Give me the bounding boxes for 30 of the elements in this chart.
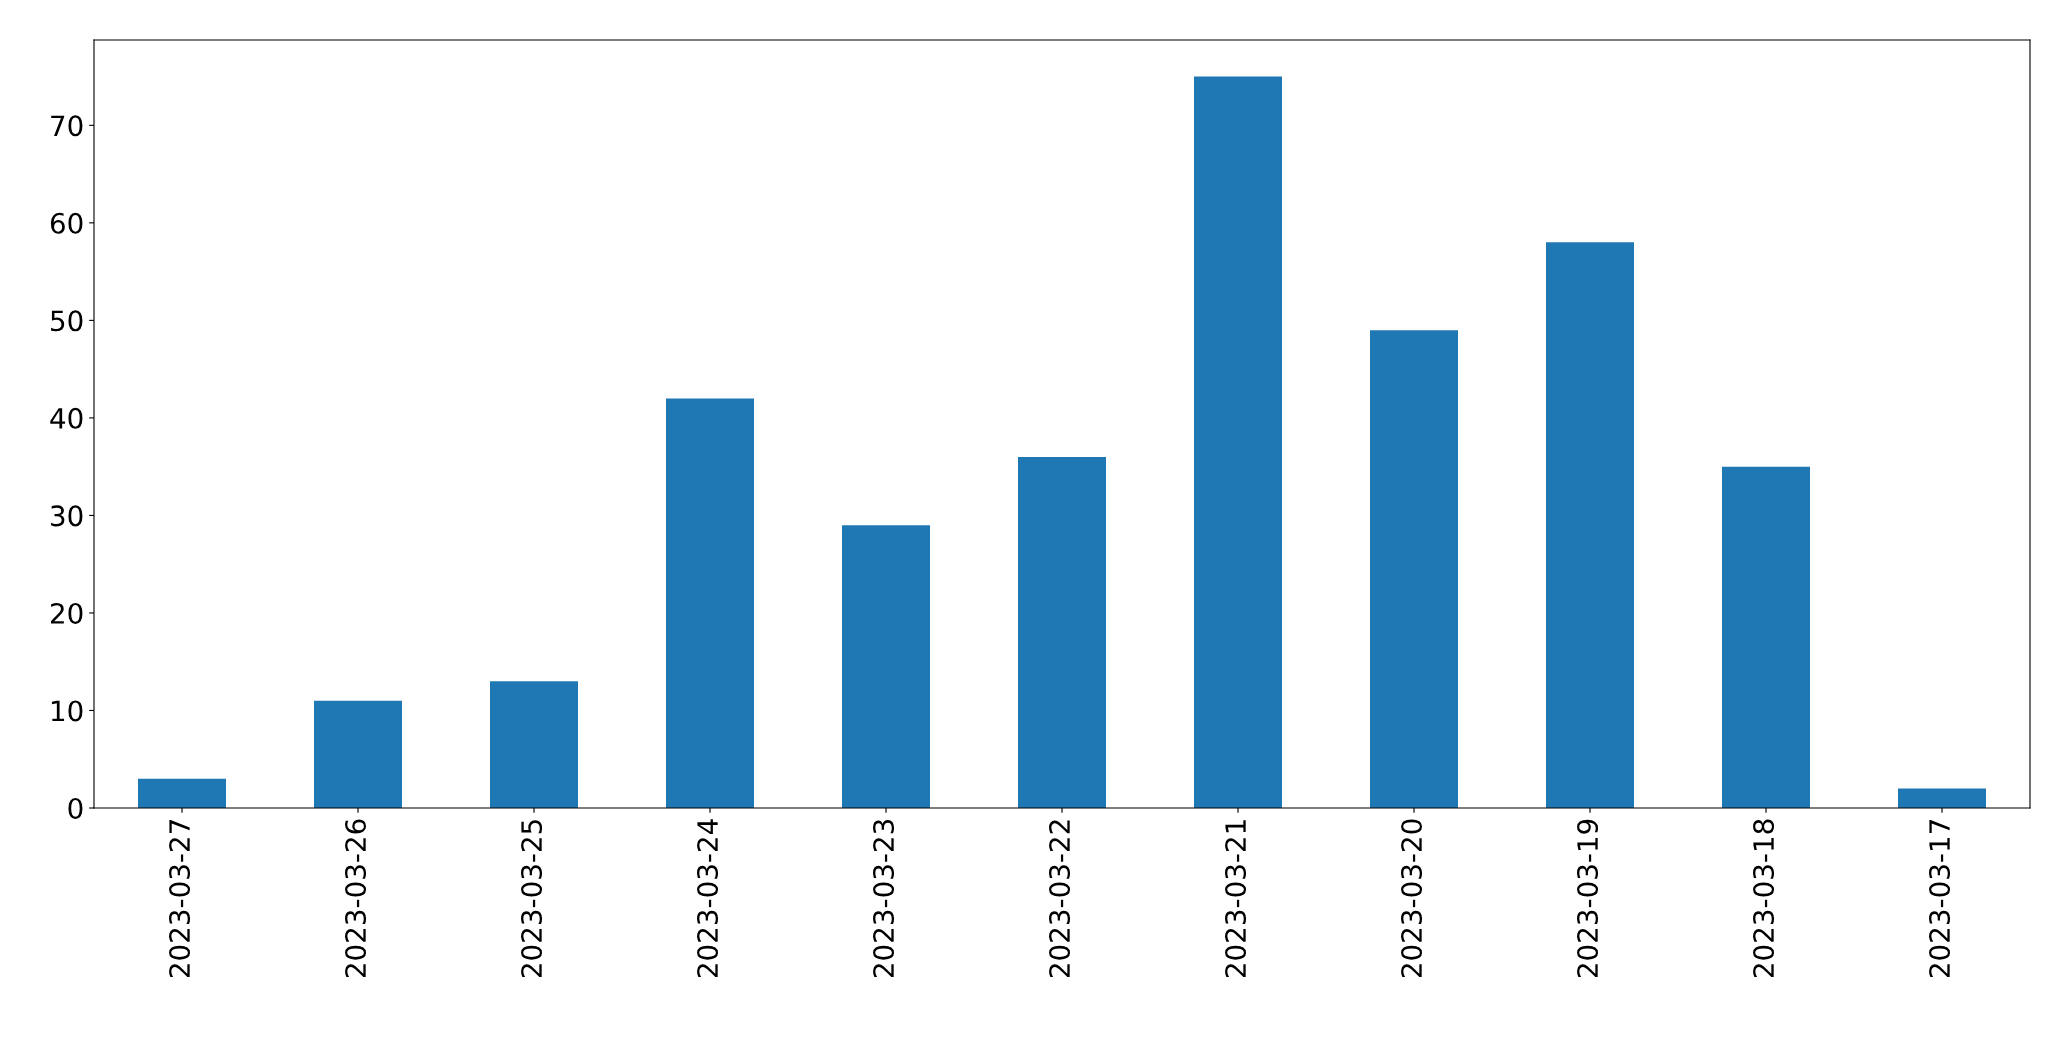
bar <box>842 525 930 808</box>
bar <box>138 778 226 808</box>
bar <box>314 700 402 808</box>
bar <box>1018 456 1106 808</box>
bar <box>1546 242 1634 808</box>
x-tick-label: 2023-03-18 <box>1753 819 1775 978</box>
y-tick-label: 30 <box>51 505 83 527</box>
bar <box>666 398 754 808</box>
bar <box>1194 76 1282 808</box>
x-tick-label: 2023-03-20 <box>1401 819 1423 978</box>
y-tick-label: 50 <box>51 310 83 332</box>
bar <box>1898 788 1986 808</box>
x-tick-label: 2023-03-27 <box>169 820 191 978</box>
y-tick-label: 40 <box>50 407 83 429</box>
x-tick-label: 2023-03-19 <box>1577 819 1599 978</box>
bar <box>1370 330 1458 808</box>
y-tick-label: 20 <box>50 602 83 624</box>
bar <box>490 681 578 808</box>
x-tick-label: 2023-03-24 <box>697 819 719 978</box>
y-tick-label: 0 <box>68 797 83 819</box>
x-tick-label: 2023-03-21 <box>1225 820 1247 978</box>
y-tick-label: 10 <box>51 700 83 722</box>
y-tick-label: 60 <box>50 212 83 234</box>
x-tick-label: 2023-03-25 <box>521 820 543 978</box>
x-tick-label: 2023-03-22 <box>1049 820 1071 978</box>
bar <box>1722 466 1810 808</box>
x-tick-label: 2023-03-26 <box>345 819 367 978</box>
y-tick-label: 70 <box>51 115 83 137</box>
x-tick-label: 2023-03-17 <box>1929 820 1951 978</box>
x-tick-label: 2023-03-23 <box>873 819 895 978</box>
